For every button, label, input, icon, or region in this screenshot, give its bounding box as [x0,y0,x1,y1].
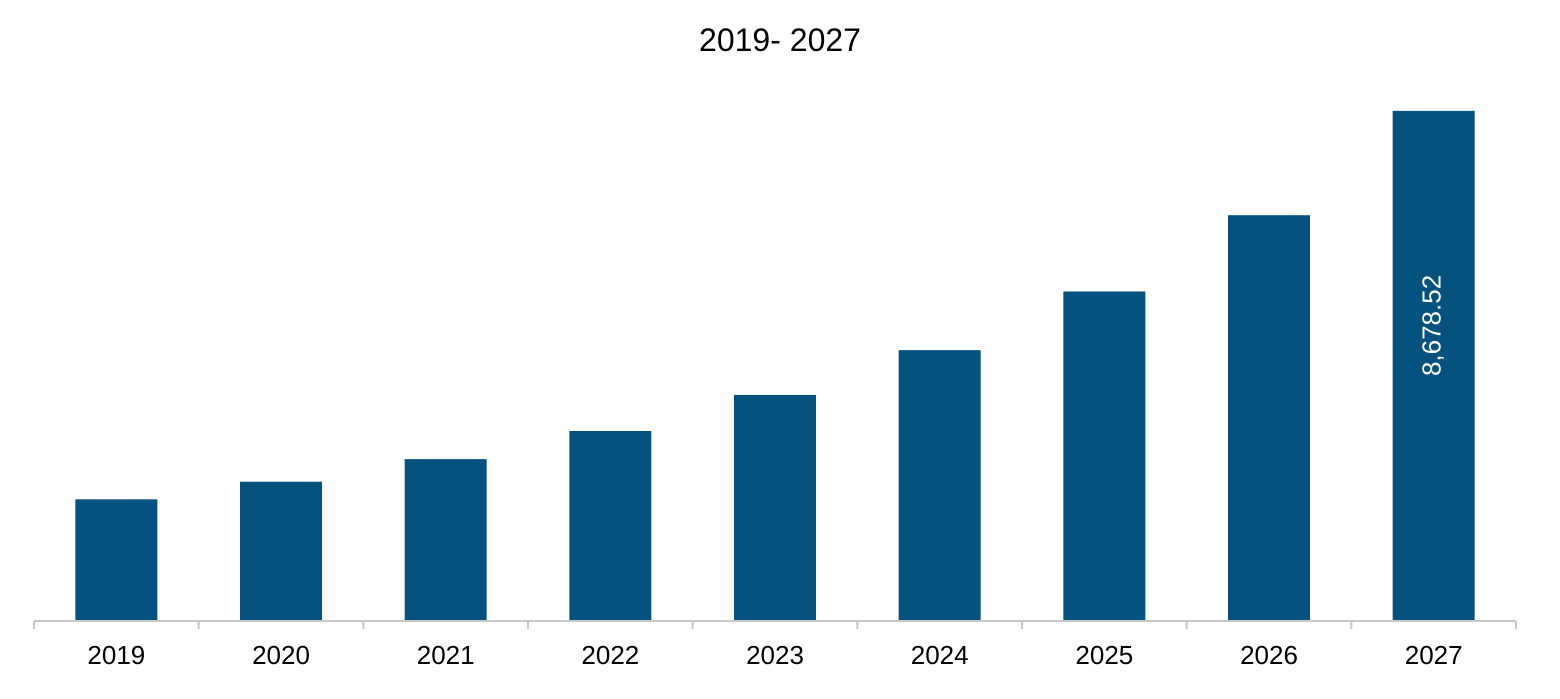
data-label-2027: 8,678.52 [1417,275,1447,376]
x-tick-labels: 2019 2020 2021 2022 2023 2024 2025 2026 2027 [87,640,1462,670]
x-tick-label-2020: 2020 [252,640,310,670]
bar-2027 [1392,110,1475,620]
bar-2019 [75,499,158,620]
bar-2021 [404,459,487,620]
chart-title: 2019- 2027 [699,22,861,58]
bar-2025 [1063,291,1146,620]
x-tick-label-2023: 2023 [746,640,804,670]
bar-2020 [240,481,322,620]
x-tick-label-2025: 2025 [1075,640,1133,670]
x-tick-label-2027: 2027 [1405,640,1463,670]
x-axis [33,620,1517,629]
x-tick-label-2026: 2026 [1240,640,1298,670]
bar-2023 [734,394,816,620]
x-tick-label-2024: 2024 [911,640,969,670]
x-tick-label-2022: 2022 [581,640,639,670]
bar-2022 [569,430,652,620]
data-labels: 8,678.52 [1417,275,1447,376]
x-tick-label-2021: 2021 [417,640,475,670]
x-tick-label-2019: 2019 [87,640,145,670]
bar-2026 [1228,215,1310,620]
bar-2024 [898,350,981,620]
bars-group [75,110,1475,620]
